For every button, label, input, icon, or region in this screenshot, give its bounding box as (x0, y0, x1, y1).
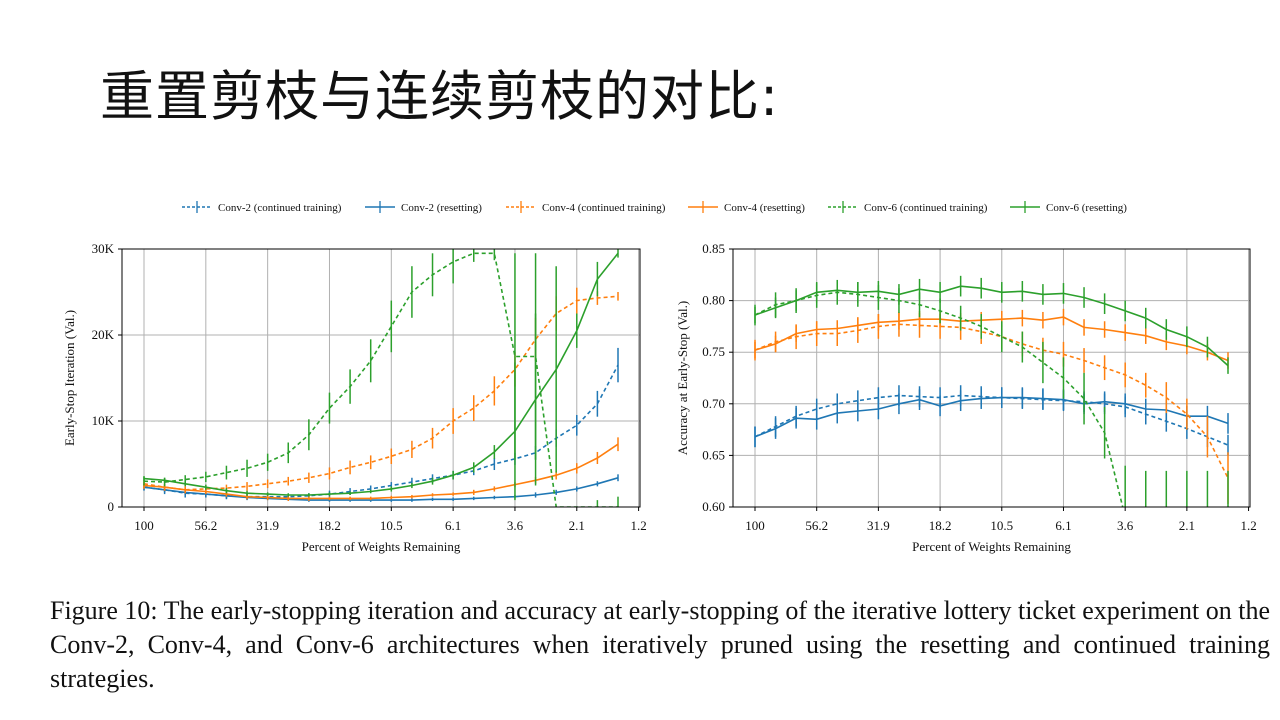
y-tick-label: 0.85 (702, 241, 725, 256)
x-tick-label: 10.5 (380, 518, 403, 533)
accuracy-chart: 100 56.2 31.9 18.2 10.5 6.1 3.6 2.1 1.2 0.60 0.65 0… (675, 241, 1257, 554)
x-tick-label: 2.1 (569, 518, 585, 533)
x-tick-label: 31.9 (867, 518, 890, 533)
x-tick-label: 2.1 (1179, 518, 1195, 533)
series-line-conv-2-continued-training (754, 394, 1229, 446)
legend: Conv-2 (continued training) Conv-2 (reset… (182, 201, 1127, 214)
x-tick-label: 3.6 (1117, 518, 1134, 533)
x-tick-label: 100 (745, 518, 765, 533)
x-tick-label: 1.2 (630, 518, 646, 533)
y-tick-label: 0 (108, 499, 115, 514)
y-tick-label: 30K (92, 241, 115, 256)
x-tick-label: 100 (134, 518, 154, 533)
figure: Conv-2 (continued training) Conv-2 (reset… (62, 201, 1257, 554)
figure-caption: Figure 10: The early-stopping iteration … (50, 596, 1270, 693)
series-line-conv-2-resetting (754, 396, 1229, 438)
y-tick-label: 20K (92, 327, 115, 342)
y-tick-label: 0.70 (702, 396, 725, 411)
x-axis-label: Percent of Weights Remaining (912, 539, 1071, 554)
x-tick-label: 10.5 (990, 518, 1013, 533)
legend-label-conv-4-resetting: Conv-4 (resetting) (724, 202, 805, 214)
series-line-conv-4-continued-training (143, 295, 619, 491)
x-tick-label: 6.1 (1055, 518, 1071, 533)
x-tick-label: 56.2 (194, 518, 217, 533)
series-line-conv-4-resetting (143, 443, 619, 500)
y-tick-label: 0.60 (702, 499, 725, 514)
series-line-conv-4-continued-training (754, 323, 1229, 479)
y-tick-label: 10K (92, 413, 115, 428)
x-tick-label: 6.1 (445, 518, 461, 533)
axes-frame (121, 248, 641, 508)
y-tick-label: 0.65 (702, 447, 725, 462)
y-axis-label: Early-Stop Iteration (Val.) (62, 310, 77, 446)
legend-label-conv-2-resetting: Conv-2 (resetting) (401, 202, 482, 214)
series-line-conv-4-resetting (754, 316, 1229, 362)
series-line-conv-6-resetting (754, 285, 1229, 367)
x-tick-label: 56.2 (805, 518, 828, 533)
x-tick-label: 31.9 (256, 518, 279, 533)
y-tick-label: 0.80 (702, 293, 725, 308)
x-tick-label: 3.6 (507, 518, 524, 533)
y-axis-label: Accuracy at Early-Stop (Val.) (675, 301, 690, 456)
x-tick-label: 18.2 (318, 518, 341, 533)
x-axis-label: Percent of Weights Remaining (302, 539, 461, 554)
series-line-conv-6-continued-training (143, 252, 618, 507)
legend-label-conv-6-resetting: Conv-6 (resetting) (1046, 202, 1127, 214)
axes-frame (732, 248, 1251, 508)
legend-label-conv-2-continued-training: Conv-2 (continued training) (218, 202, 342, 214)
y-tick-label: 0.75 (702, 344, 725, 359)
legend-label-conv-4-continued-training: Conv-4 (continued training) (542, 202, 666, 214)
slide-title: 重置剪枝与连续剪枝的对比: (100, 65, 780, 128)
series-line-conv-2-resetting (143, 477, 619, 501)
x-tick-label: 18.2 (929, 518, 952, 533)
legend-label-conv-6-continued-training: Conv-6 (continued training) (864, 202, 988, 214)
series-line-conv-6-resetting (143, 252, 619, 496)
x-tick-label: 1.2 (1240, 518, 1256, 533)
early-stop-iteration-chart: 100 56.2 31.9 18.2 10.5 6.1 3.6 2.1 1.2 0 10K 20K 30… (62, 241, 647, 554)
series-line-conv-6-continued-training (754, 291, 1124, 507)
